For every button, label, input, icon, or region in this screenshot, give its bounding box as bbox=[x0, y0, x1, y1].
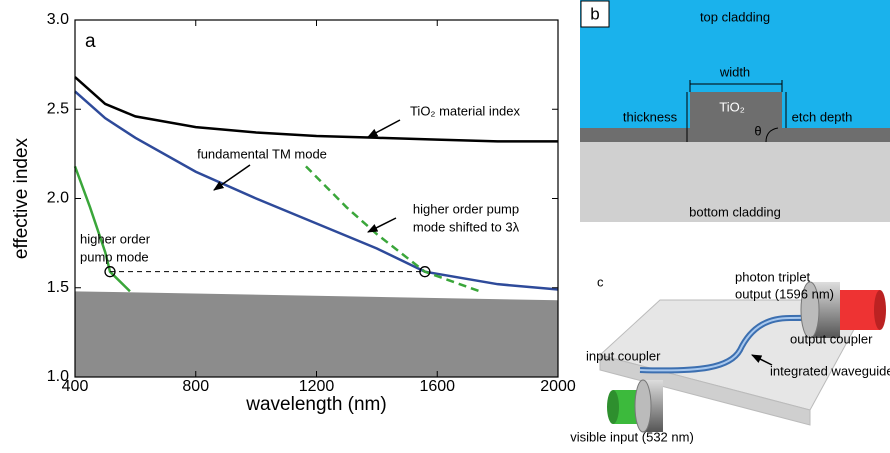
y-tick-label: 1.0 bbox=[47, 368, 69, 385]
panel-label: c bbox=[597, 274, 604, 289]
label: integrated waveguide bbox=[770, 363, 890, 378]
series-label: pump mode bbox=[80, 249, 149, 264]
arrow bbox=[213, 164, 251, 191]
series-label: mode shifted to 3λ bbox=[413, 219, 520, 234]
input-coupler-face bbox=[634, 379, 652, 433]
series-label: fundamental TM mode bbox=[197, 146, 327, 161]
y-tick-label: 2.0 bbox=[47, 190, 69, 207]
label: TiO₂ bbox=[719, 99, 745, 114]
angle-arc bbox=[765, 127, 779, 143]
label: output coupler bbox=[790, 331, 873, 346]
y-tick-label: 1.5 bbox=[47, 279, 69, 296]
label: θ bbox=[754, 123, 761, 138]
y-axis-label: effective index bbox=[11, 137, 32, 259]
panel-a: 400 800 1200 1600 2000 1.0 1.5 2.0 2.5 3.0 wavelen… bbox=[11, 11, 576, 415]
x-tick-label: 1600 bbox=[419, 378, 455, 395]
label: visible input (532 nm) bbox=[570, 429, 694, 444]
slab bbox=[580, 128, 890, 142]
arrow bbox=[367, 119, 401, 138]
y-tick-label: 2.5 bbox=[47, 100, 69, 117]
y-tick-label: 3.0 bbox=[47, 11, 69, 28]
label: thickness bbox=[623, 109, 678, 124]
label: top cladding bbox=[700, 9, 770, 24]
series-label: higher order pump bbox=[413, 201, 519, 216]
series-line bbox=[74, 76, 558, 143]
panel-c: c photon triplet output (1596 nm) output… bbox=[570, 269, 890, 444]
output-coupler-face bbox=[800, 281, 820, 339]
output-beam bbox=[840, 290, 880, 330]
label: etch depth bbox=[792, 109, 853, 124]
panel-b: b top cladding bottom cladding width TiO… bbox=[580, 0, 890, 222]
label-box bbox=[580, 0, 610, 28]
label: photon triplet bbox=[735, 269, 811, 284]
x-tick-label: 800 bbox=[182, 378, 209, 395]
series-line bbox=[74, 90, 559, 291]
arrow bbox=[751, 354, 773, 366]
series-line bbox=[305, 165, 481, 293]
series-line bbox=[73, 165, 131, 293]
substrate bbox=[75, 291, 558, 377]
x-tick-label: 400 bbox=[62, 378, 89, 395]
x-axis-label: wavelength (nm) bbox=[245, 394, 386, 415]
label: bottom cladding bbox=[689, 204, 781, 219]
input-beam-end bbox=[607, 390, 619, 424]
label: input coupler bbox=[586, 348, 661, 363]
x-tick-label: 2000 bbox=[540, 378, 576, 395]
x-tick-label: 1200 bbox=[299, 378, 335, 395]
bottom-cladding bbox=[580, 142, 890, 222]
arrow bbox=[367, 217, 397, 233]
panel-label: a bbox=[85, 31, 96, 52]
series-label: higher order bbox=[80, 231, 151, 246]
core bbox=[690, 92, 782, 128]
panel-label: b bbox=[590, 4, 599, 23]
phase-match-point bbox=[104, 266, 116, 278]
label: output (1596 nm) bbox=[735, 286, 834, 301]
label: width bbox=[719, 64, 750, 79]
phase-match-point bbox=[419, 266, 431, 278]
output-beam-end bbox=[874, 290, 886, 330]
series-label: TiO₂ material index bbox=[410, 103, 521, 118]
